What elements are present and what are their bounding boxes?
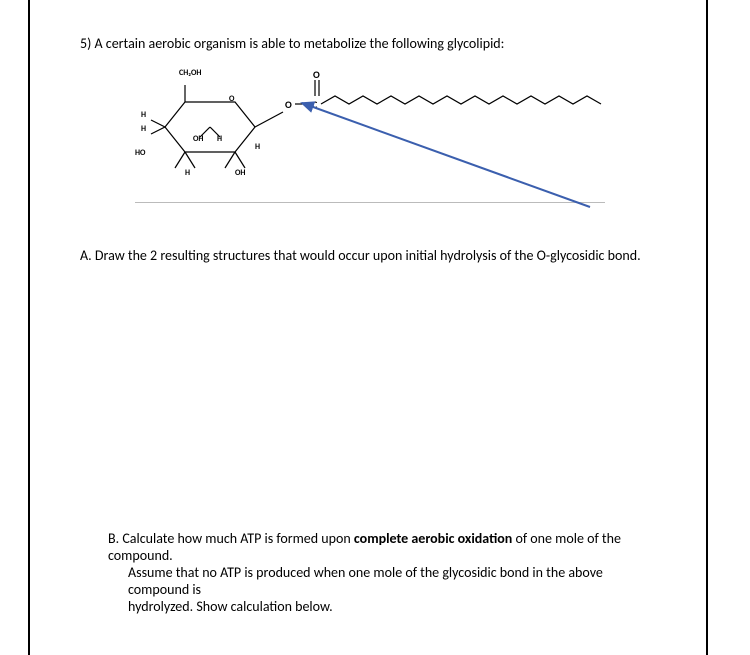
question-text: A certain aerobic organism is able to me… (95, 35, 505, 52)
bond-h-l1 (151, 120, 165, 127)
label-h-r: H (217, 134, 222, 144)
part-b-line2: Assume that no ATP is produced when one … (108, 564, 628, 598)
label-oh-mid: OH (193, 134, 203, 144)
part-b: B. Calculate how much ATP is formed upon… (108, 530, 628, 615)
bond-oh-br (235, 152, 245, 168)
content-area: 5) A certain aerobic organism is able to… (30, 0, 706, 264)
label-h-bl: H (185, 168, 190, 178)
part-a-text: Draw the 2 resulting structures that wou… (95, 247, 641, 264)
label-oh-br: OH (235, 168, 245, 178)
bond-h-l2 (151, 127, 165, 134)
label-h-tl: H (141, 110, 146, 120)
part-a: A. Draw the 2 resulting structures that … (80, 247, 656, 264)
label-ho: HO (135, 148, 145, 158)
part-b-bold: complete aerobic oxidation (354, 530, 512, 547)
label-h-mid2: H (141, 124, 146, 134)
label-o-ring: O (229, 94, 234, 104)
label-ch2oh: CH₂OH (179, 68, 201, 78)
bond-h-bl (185, 152, 195, 168)
bond-glycosidic (255, 112, 283, 127)
part-a-label: A. (80, 247, 92, 264)
question-prompt: 5) A certain aerobic organism is able to… (80, 35, 656, 52)
label-c: C (312, 98, 318, 111)
bond-ho-bl (175, 152, 185, 168)
sugar-ring (155, 82, 265, 172)
label-h-rr: H (255, 142, 260, 152)
question-number: 5) (80, 35, 91, 52)
glycolipid-figure: CH₂OH O H H OH H HO H OH H O C O (135, 62, 605, 203)
part-b-line3: hydrolyzed. Show calculation below. (108, 598, 628, 615)
bond-h-br (225, 152, 235, 168)
fatty-zigzag (321, 96, 601, 104)
label-o-dbl: O (313, 70, 320, 81)
fatty-acid-chain: O C O (285, 70, 605, 125)
label-o-ester: O (285, 98, 292, 111)
part-b-label: B. (108, 530, 119, 547)
page-frame: 5) A certain aerobic organism is able to… (28, 0, 708, 655)
part-b-line1-pre: Calculate how much ATP is formed upon (122, 530, 354, 547)
